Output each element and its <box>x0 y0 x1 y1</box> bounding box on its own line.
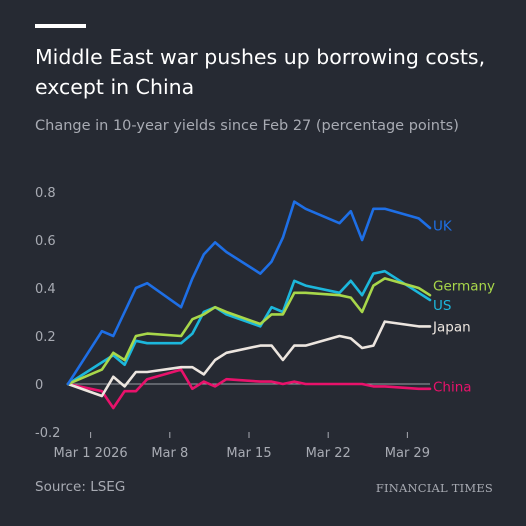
chart-subtitle: Change in 10-year yields since Feb 27 (p… <box>35 118 459 134</box>
y-tick-label: 0 <box>35 378 43 393</box>
x-tick-label: Mar 29 <box>385 446 430 461</box>
series-label-us: US <box>433 298 451 314</box>
publisher-logo: FINANCIAL TIMES <box>375 481 493 495</box>
x-tick-label: Mar 1 2026 <box>54 446 128 461</box>
y-tick-label: 0.4 <box>35 282 56 297</box>
x-tick-label: Mar 8 <box>151 446 188 461</box>
series-line-uk <box>66 200 432 386</box>
series-label-uk: UK <box>433 219 453 235</box>
x-tick-label: Mar 22 <box>306 446 351 461</box>
line-chart: -0.2 0 0.2 0.4 0.6 0.8 Mar 1 2026 Mar 8 Mar 15 Ma… <box>35 186 495 461</box>
source-note: Source: LSEG <box>35 479 126 495</box>
y-tick-label: 0.2 <box>35 330 56 345</box>
header-accent-bar <box>35 24 86 28</box>
y-tick-label: 0.8 <box>35 186 56 201</box>
series-label-china: China <box>433 379 472 395</box>
series-line-us <box>66 269 432 386</box>
y-tick-label: 0.6 <box>35 234 56 249</box>
y-tick-label: -0.2 <box>35 426 60 441</box>
series-label-japan: Japan <box>432 319 471 335</box>
series-line-germany <box>66 277 432 386</box>
series-line-japan <box>66 320 432 398</box>
chart-title: Middle East war pushes up borrowing cost… <box>35 45 486 99</box>
x-tick-label: Mar 15 <box>226 446 271 461</box>
series-line-china <box>66 368 432 410</box>
series-label-germany: Germany <box>433 279 495 295</box>
